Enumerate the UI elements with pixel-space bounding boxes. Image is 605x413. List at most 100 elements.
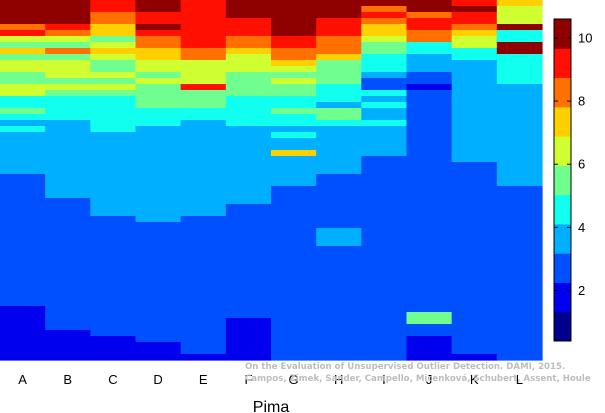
- heatmap-cell: [451, 138, 498, 145]
- heatmap-cell: [225, 282, 272, 289]
- heatmap-cell: [225, 240, 272, 247]
- heatmap-cell: [496, 204, 543, 211]
- heatmap-cell: [271, 336, 317, 343]
- heatmap-cell: [316, 180, 362, 187]
- heatmap-cell: [90, 84, 137, 91]
- heatmap-cell: [316, 228, 362, 235]
- heatmap-cell: [0, 306, 46, 313]
- heatmap-cell: [45, 0, 91, 7]
- heatmap-cell: [0, 222, 46, 229]
- heatmap-cell: [0, 318, 46, 325]
- heatmap-cell: [225, 42, 272, 49]
- heatmap-cell: [90, 108, 137, 115]
- heatmap-cell: [316, 114, 362, 121]
- heatmap-cell: [496, 42, 543, 49]
- heatmap-cell: [225, 48, 272, 55]
- heatmap-cell: [406, 6, 453, 13]
- heatmap-cell: [45, 84, 91, 91]
- heatmap-cell: [45, 174, 91, 181]
- heatmap-cell: [496, 228, 543, 235]
- heatmap-cell: [180, 174, 227, 181]
- heatmap-cell: [406, 96, 453, 103]
- heatmap-cell: [316, 210, 362, 217]
- heatmap-cell: [496, 144, 543, 151]
- heatmap-cell: [90, 12, 137, 19]
- heatmap-cell: [406, 294, 453, 301]
- heatmap-cell: [496, 66, 543, 73]
- heatmap-cell: [135, 96, 182, 103]
- heatmap-cell: [135, 342, 182, 349]
- heatmap-cell: [45, 96, 91, 103]
- heatmap-cell: [496, 138, 543, 145]
- heatmap-cell: [316, 186, 362, 193]
- heatmap-cell: [361, 126, 408, 133]
- heatmap-cell: [90, 132, 137, 139]
- heatmap-cell: [271, 18, 317, 25]
- heatmap-cell: [135, 6, 182, 13]
- heatmap-cell: [45, 120, 91, 127]
- heatmap-cell: [180, 72, 227, 79]
- heatmap-cell: [406, 306, 453, 313]
- heatmap-cell: [496, 282, 543, 289]
- heatmap-cell: [406, 198, 453, 205]
- heatmap-cell: [135, 132, 182, 139]
- heatmap-cell: [496, 54, 543, 61]
- heatmap-cell: [90, 348, 137, 355]
- heatmap-cell: [90, 270, 137, 277]
- heatmap-cell: [451, 234, 498, 241]
- heatmap-cell: [180, 204, 227, 211]
- heatmap-cell: [0, 6, 46, 13]
- heatmap-cell: [406, 84, 453, 91]
- heatmap-cell: [361, 42, 408, 49]
- heatmap-cell: [316, 96, 362, 103]
- heatmap-cell: [406, 282, 453, 289]
- heatmap-cell: [135, 36, 182, 43]
- heatmap-cell: [0, 258, 46, 265]
- heatmap-cell: [271, 132, 317, 139]
- heatmap-cell: [361, 216, 408, 223]
- heatmap-cell: [406, 114, 453, 121]
- heatmap-cell: [135, 78, 182, 85]
- heatmap-cell: [451, 168, 498, 175]
- heatmap-cell: [316, 30, 362, 37]
- heatmap-cell: [225, 276, 272, 283]
- heatmap-cell: [406, 234, 453, 241]
- heatmap-cell: [451, 48, 498, 55]
- heatmap-cell: [135, 30, 182, 37]
- heatmap-cell: [406, 342, 453, 349]
- heatmap-cell: [316, 138, 362, 145]
- heatmap-cell: [0, 186, 46, 193]
- heatmap-cell: [361, 246, 408, 253]
- heatmap-cell: [451, 180, 498, 187]
- heatmap-cell: [271, 270, 317, 277]
- heatmap-cell: [361, 138, 408, 145]
- heatmap-cell: [180, 192, 227, 199]
- heatmap-cell: [451, 324, 498, 331]
- heatmap-cell: [0, 192, 46, 199]
- heatmap-cell: [45, 192, 91, 199]
- heatmap-cell: [271, 216, 317, 223]
- heatmap-cell: [45, 324, 91, 331]
- heatmap-cell: [225, 246, 272, 253]
- heatmap-cell: [496, 36, 543, 43]
- heatmap-cell: [406, 90, 453, 97]
- heatmap-cell: [225, 330, 272, 337]
- heatmap-cell: [0, 126, 46, 133]
- heatmap-cell: [225, 198, 272, 205]
- heatmap-cell: [271, 102, 317, 109]
- heatmap-cell: [316, 90, 362, 97]
- heatmap-cell: [496, 312, 543, 319]
- heatmap-cell: [361, 144, 408, 151]
- heatmap-cell: [406, 312, 453, 319]
- heatmap-cell: [0, 54, 46, 61]
- heatmap-cell: [180, 60, 227, 67]
- heatmap-cell: [0, 264, 46, 271]
- watermark-line-1: On the Evaluation of Unsupervised Outlie…: [245, 362, 565, 372]
- heatmap-cell: [271, 36, 317, 43]
- heatmap-cell: [316, 324, 362, 331]
- heatmap-cell: [361, 168, 408, 175]
- heatmap-cell: [451, 336, 498, 343]
- x-axis-title: Pima: [253, 399, 290, 413]
- heatmap-cell: [496, 108, 543, 115]
